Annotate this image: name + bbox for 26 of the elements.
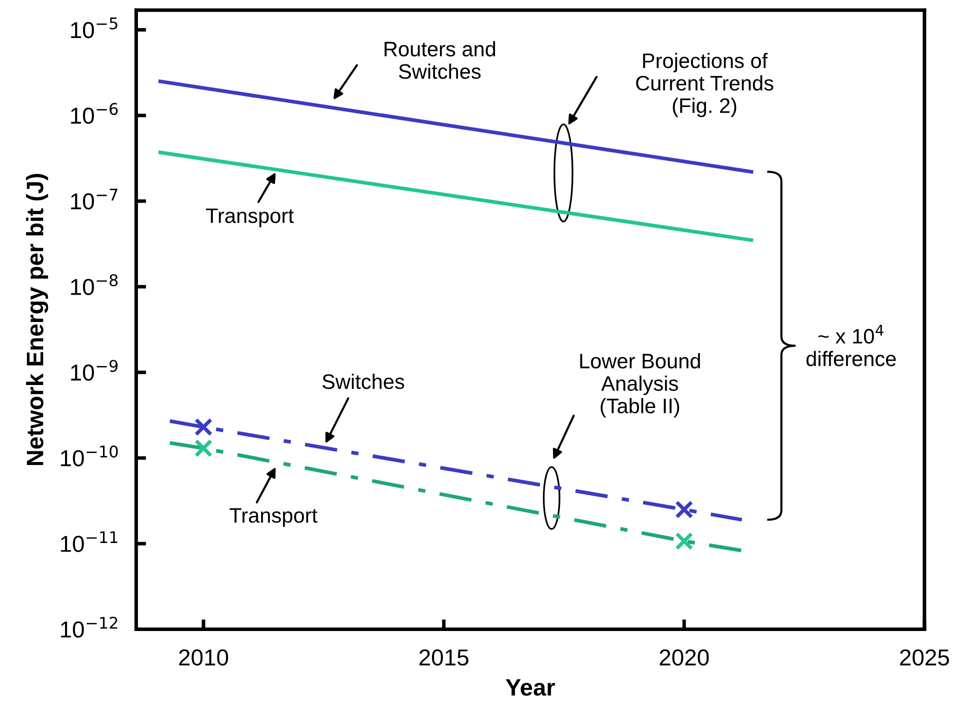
y-axis-title: Network Energy per bit (J) — [26, 174, 48, 466]
x-tick-label: 2010 — [179, 649, 228, 666]
point — [194, 418, 213, 436]
annotation: Transport — [206, 208, 294, 228]
annotation: Projections of Current Trends (Fig. 2) — [636, 52, 774, 118]
x-axis-title: Year — [506, 679, 555, 696]
y-tick-label: 10$^{−10}$ — [61, 445, 118, 466]
y-tick-label: 10$^{−7}$ — [71, 188, 118, 210]
x-tick-label: 2020 — [660, 649, 709, 666]
annotation: Routers and Switches — [384, 41, 496, 79]
y-tick-label: 10$^{−11}$ — [61, 531, 118, 552]
x-tick-label: 2025 — [900, 649, 949, 666]
annotation: Lower Bound Analysis (Table II) — [580, 353, 700, 418]
y-tick-label: 10$^{−6}$ — [71, 102, 118, 124]
annotation: Switches — [322, 374, 404, 390]
y-tick-label: 10$^{−5}$ — [71, 17, 118, 38]
annotation: Transport — [230, 508, 318, 527]
y-tick-label: 10$^{−12}$ — [61, 616, 118, 638]
x-tick-label: 2015 — [419, 649, 468, 666]
line-series — [168, 441, 744, 552]
y-tick-label: 10$^{−9}$ — [71, 360, 118, 381]
y-tick-label: 10$^{−8}$ — [71, 274, 118, 296]
annotation: ~ x 10$^{4}$ difference — [806, 324, 896, 366]
point — [675, 532, 694, 550]
point — [194, 439, 213, 458]
point — [675, 500, 694, 519]
